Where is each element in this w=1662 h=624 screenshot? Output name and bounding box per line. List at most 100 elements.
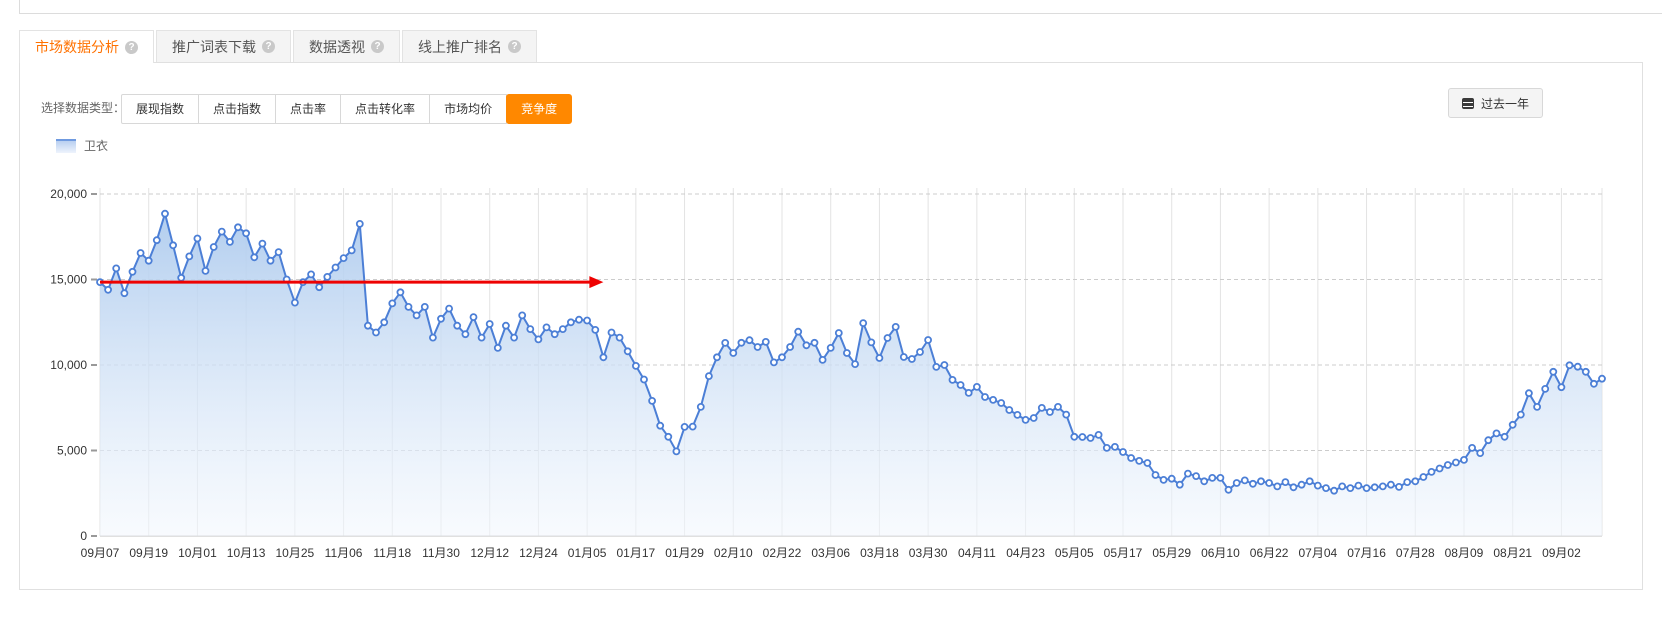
data-point [1533,402,1541,411]
data-point [201,267,210,275]
data-point [1338,482,1347,491]
x-axis-label: 08月21 [1493,546,1532,560]
data-point [469,313,478,322]
data-point [542,323,551,332]
tab-market-data-analysis[interactable]: 市场数据分析 ? [19,30,154,63]
x-axis-label: 10月25 [276,546,315,560]
x-axis-label: 11月30 [422,546,460,560]
data-point [1565,361,1574,370]
data-point [177,273,186,282]
chart-legend[interactable]: 卫衣 [56,137,108,154]
annotation-arrow-head [589,276,604,289]
data-point [1135,456,1144,465]
x-axis-label: 10月13 [227,546,266,560]
data-type-impression-index[interactable]: 展现指数 [121,94,200,124]
data-point [1005,406,1014,414]
data-type-competition[interactable]: 竞争度 [506,94,573,124]
x-axis-label: 03月30 [909,546,948,560]
x-axis-label: 08月09 [1445,546,1484,560]
data-point [1029,414,1038,422]
x-axis-label: 04月11 [958,546,996,560]
calendar-icon [1462,97,1474,109]
data-point [1460,455,1468,464]
data-point [705,372,713,381]
data-point [1119,448,1127,456]
data-point [1184,469,1192,478]
data-point [1492,429,1501,438]
data-point [1484,436,1493,445]
data-point [1598,374,1606,383]
date-range-button[interactable]: 过去一年 [1448,88,1544,118]
data-point [883,334,892,342]
data-point [1046,408,1054,416]
data-point [120,289,129,298]
data-point [688,422,697,431]
data-point [1590,379,1598,388]
data-point [1411,477,1420,486]
data-point [1232,479,1241,487]
data-point [1037,403,1046,412]
data-point [1395,482,1403,491]
data-point [501,321,510,330]
data-point [1167,474,1176,483]
tab-label: 线上推广排名 [418,38,502,55]
data-point [1159,475,1168,484]
data-point [973,382,981,391]
data-point [1200,477,1209,486]
trend-chart-canvas[interactable]: 0 5,000 10,000 15,000 20,000 09月07 09月19 10月01 1… [30,170,1630,570]
data-point [1305,477,1314,486]
help-icon[interactable]: ? [508,40,521,53]
data-point [1021,415,1030,424]
data-point [1289,483,1298,492]
data-point [372,328,380,337]
data-point [648,396,656,405]
data-point [1175,480,1184,489]
data-point [315,283,324,292]
data-type-market-price[interactable]: 市场均价 [429,94,508,124]
data-type-ctr[interactable]: 点击率 [275,94,342,124]
data-point [209,243,218,251]
x-axis-label: 09月07 [81,546,120,560]
data-point [1419,473,1428,481]
data-point [144,256,153,265]
tab-data-pivot[interactable]: 数据透视 ? [293,30,400,62]
data-point [623,347,632,356]
data-point [1500,432,1509,441]
data-point [339,254,348,262]
x-axis-label: 03月06 [811,546,850,560]
data-point [737,338,746,347]
data-point [802,341,811,350]
data-point [956,381,965,389]
data-point [445,304,454,313]
data-point [932,362,941,371]
data-type-click-index[interactable]: 点击指数 [198,94,277,124]
data-type-selector-label: 选择数据类型： [41,101,126,115]
help-icon[interactable]: ? [371,40,384,53]
help-icon[interactable]: ? [262,40,275,53]
x-axis-label: 05月05 [1055,546,1094,560]
help-icon[interactable]: ? [125,40,138,54]
data-point [1086,434,1095,442]
tab-label: 推广词表下载 [172,38,256,55]
data-point [323,273,332,281]
data-point [1573,362,1582,371]
tab-keyword-list-download[interactable]: 推广词表下载 ? [156,30,291,62]
data-point [550,330,559,339]
legend-swatch [56,138,76,153]
x-axis-label: 01月29 [665,546,704,560]
data-point [997,399,1006,407]
tab-label: 市场数据分析 [35,39,119,55]
x-axis-label: 07月28 [1396,546,1435,560]
data-point [1403,478,1412,487]
data-point [810,338,819,347]
data-type-conversion-rate[interactable]: 点击转化率 [340,94,431,124]
y-axis-label: 0 [80,529,87,543]
data-point [363,321,372,330]
x-axis-label: 02月10 [714,546,753,560]
tab-online-promotion-ranking[interactable]: 线上推广排名 ? [402,30,537,62]
trend-chart[interactable]: 0 5,000 10,000 15,000 20,000 09月07 09月19 10月01 1… [30,170,1630,570]
data-point [1070,432,1079,441]
data-point [1078,433,1087,441]
x-axis-label: 12月12 [470,546,509,560]
data-point [274,248,283,256]
